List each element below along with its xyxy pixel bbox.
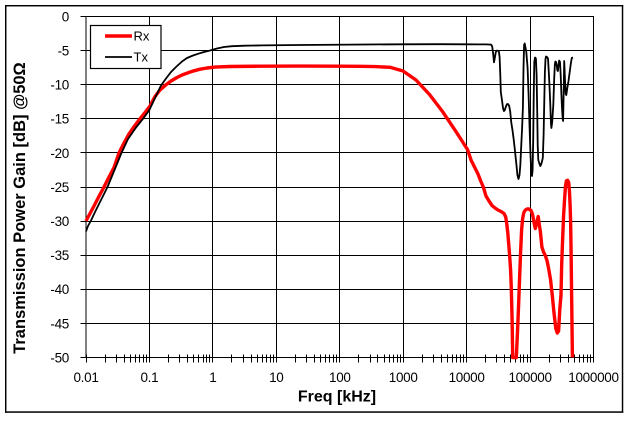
svg-text:-25: -25	[50, 180, 69, 195]
svg-text:-50: -50	[50, 350, 69, 365]
svg-text:-10: -10	[50, 78, 69, 93]
svg-text:1: 1	[209, 370, 216, 385]
svg-text:Rx: Rx	[134, 29, 150, 44]
svg-text:-5: -5	[58, 44, 69, 59]
svg-text:0.01: 0.01	[73, 370, 98, 385]
svg-text:Tx: Tx	[134, 50, 149, 65]
svg-text:1000: 1000	[389, 370, 418, 385]
svg-text:-20: -20	[50, 146, 69, 161]
svg-text:Freq [kHz]: Freq [kHz]	[298, 389, 376, 406]
svg-text:0: 0	[62, 9, 69, 24]
svg-text:10000: 10000	[449, 370, 485, 385]
svg-text:-40: -40	[50, 282, 69, 297]
svg-text:0.1: 0.1	[140, 370, 158, 385]
svg-text:-15: -15	[50, 112, 69, 127]
svg-text:-35: -35	[50, 248, 69, 263]
svg-text:100: 100	[329, 370, 351, 385]
svg-text:-30: -30	[50, 214, 69, 229]
svg-text:10: 10	[269, 370, 283, 385]
svg-text:100000: 100000	[508, 370, 551, 385]
svg-text:-45: -45	[50, 316, 69, 331]
svg-text:1000000: 1000000	[568, 370, 618, 385]
svg-text:Transmission Power Gain [dB] @: Transmission Power Gain [dB] @50Ω	[11, 62, 29, 354]
